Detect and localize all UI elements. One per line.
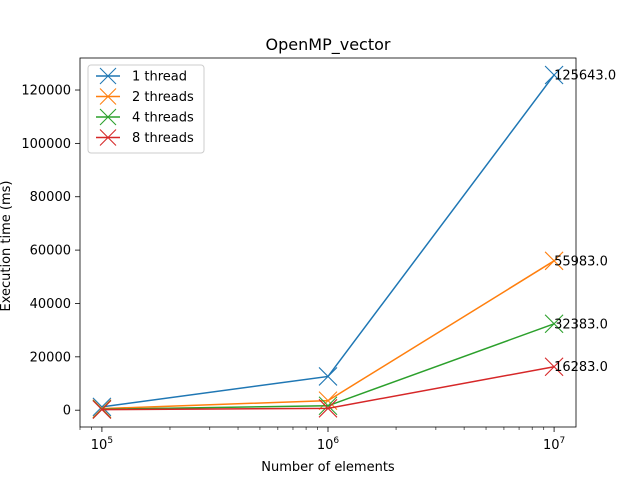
data-point bbox=[544, 314, 564, 334]
data-point bbox=[318, 396, 338, 416]
legend-box bbox=[87, 64, 205, 154]
series-group bbox=[92, 65, 564, 420]
legend-label: 4 threads bbox=[132, 111, 194, 126]
chart-title: OpenMP_vector bbox=[266, 35, 391, 55]
series-line bbox=[101, 366, 555, 411]
y-axis-label: Execution time (ms) bbox=[0, 180, 14, 311]
data-label: 55983.0 bbox=[554, 254, 608, 269]
legend-marker bbox=[99, 88, 117, 105]
data-point bbox=[544, 357, 564, 377]
legend: 1 thread 2 threads 4 threads 8 threads bbox=[87, 64, 205, 154]
series-line bbox=[101, 260, 555, 410]
legend-entry: 8 threads bbox=[96, 129, 194, 146]
data-point bbox=[544, 65, 564, 85]
y-tick-label: 100000 bbox=[21, 137, 71, 152]
x-tick-label: 105 bbox=[91, 436, 113, 453]
x-tick-label: 106 bbox=[317, 436, 340, 453]
legend-marker bbox=[99, 108, 117, 126]
y-tick-label: 80000 bbox=[30, 190, 71, 205]
y-tick-label: 40000 bbox=[30, 297, 71, 312]
series-1 bbox=[92, 65, 564, 417]
annotations: 125643.0 55983.0 32383.0 16283.0 bbox=[554, 68, 616, 375]
data-point bbox=[318, 398, 338, 418]
x-axis-ticks: 105 106 107 bbox=[79, 427, 565, 453]
y-axis-ticks: 0 20000 40000 60000 80000 100000 120000 bbox=[21, 84, 80, 419]
data-point bbox=[318, 367, 338, 386]
series-3 bbox=[92, 314, 564, 419]
y-tick-label: 120000 bbox=[21, 84, 71, 99]
legend-entry: 2 threads bbox=[96, 88, 194, 105]
x-axis-label: Number of elements bbox=[261, 460, 395, 475]
data-label: 16283.0 bbox=[554, 360, 608, 375]
series-line bbox=[101, 323, 555, 411]
data-point bbox=[92, 397, 112, 417]
data-label: 125643.0 bbox=[554, 68, 616, 83]
y-tick-label: 0 bbox=[63, 404, 71, 419]
legend-marker bbox=[99, 129, 117, 146]
x-tick-label: 107 bbox=[543, 436, 565, 453]
legend-label: 8 threads bbox=[132, 131, 194, 146]
data-label: 32383.0 bbox=[554, 317, 608, 332]
y-tick-label: 60000 bbox=[30, 244, 71, 259]
data-point bbox=[544, 251, 564, 271]
y-tick-label: 20000 bbox=[30, 350, 71, 365]
data-point bbox=[92, 400, 112, 420]
legend-entry: 1 thread bbox=[96, 67, 187, 85]
legend-label: 2 threads bbox=[132, 90, 194, 105]
series-2 bbox=[92, 251, 564, 418]
series-4 bbox=[92, 357, 564, 420]
legend-entry: 4 threads bbox=[96, 108, 194, 126]
legend-marker bbox=[99, 67, 117, 85]
legend-label: 1 thread bbox=[132, 70, 187, 85]
